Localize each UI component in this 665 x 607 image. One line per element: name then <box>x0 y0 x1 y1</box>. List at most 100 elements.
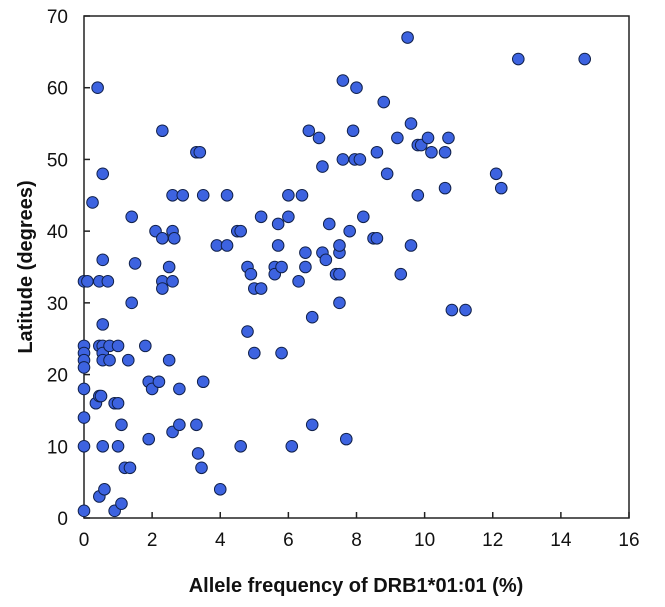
data-point <box>494 181 508 195</box>
data-point <box>336 153 350 166</box>
data-point <box>350 81 363 95</box>
data-point <box>176 188 190 202</box>
data-point <box>166 275 179 288</box>
data-point <box>339 432 353 446</box>
y-tick-label: 0 <box>57 509 68 530</box>
y-tick-label: 60 <box>47 79 68 100</box>
data-point <box>162 260 176 274</box>
data-point <box>299 260 312 274</box>
data-point <box>111 396 125 410</box>
data-point <box>445 303 459 317</box>
data-point <box>162 353 176 367</box>
data-point <box>425 145 438 159</box>
x-tick-label: 6 <box>283 530 294 551</box>
data-point <box>142 432 156 446</box>
data-point <box>86 196 99 209</box>
y-tick-label: 70 <box>47 7 68 28</box>
x-tick-label: 16 <box>618 530 639 551</box>
data-point <box>196 375 210 389</box>
data-point <box>248 346 261 360</box>
x-tick-label: 4 <box>215 530 226 551</box>
data-point <box>195 461 208 475</box>
data-point <box>271 217 285 231</box>
data-point <box>91 81 104 95</box>
data-point <box>77 504 91 518</box>
data-point <box>357 210 370 224</box>
y-tick-label: 10 <box>47 437 68 458</box>
data-point <box>139 339 152 353</box>
data-point <box>336 74 350 87</box>
data-point <box>394 267 408 281</box>
data-point <box>115 497 128 510</box>
data-point <box>77 361 91 374</box>
data-point <box>421 131 435 145</box>
data-point <box>111 439 125 453</box>
data-point <box>271 239 285 252</box>
data-point <box>191 447 205 460</box>
data-point <box>121 353 135 367</box>
data-point <box>196 188 210 202</box>
data-point <box>152 375 166 389</box>
data-point <box>254 210 268 224</box>
data-point <box>305 418 319 432</box>
data-point <box>96 439 110 453</box>
x-tick-label: 12 <box>482 530 503 551</box>
data-point <box>380 167 394 181</box>
data-point <box>282 188 295 202</box>
data-point <box>295 188 309 202</box>
data-point <box>319 253 333 267</box>
data-point <box>94 389 108 403</box>
data-point <box>404 117 418 130</box>
data-point <box>81 275 94 288</box>
x-tick-label: 14 <box>550 530 572 551</box>
data-point <box>234 439 247 453</box>
y-tick-label: 20 <box>47 366 68 387</box>
y-tick-label: 50 <box>47 150 68 171</box>
data-point <box>101 275 115 288</box>
data-point <box>438 181 452 195</box>
data-point <box>401 31 414 44</box>
data-point <box>346 124 360 138</box>
x-tick-label: 2 <box>147 530 158 551</box>
data-point <box>128 257 142 270</box>
data-point <box>282 210 295 224</box>
data-point <box>156 282 169 295</box>
data-point <box>234 224 247 238</box>
data-point <box>167 232 181 245</box>
data-point <box>111 339 125 353</box>
data-point <box>254 282 268 295</box>
data-point <box>377 95 391 109</box>
data-point <box>213 483 227 496</box>
data-point <box>333 239 346 252</box>
data-point <box>312 131 326 145</box>
data-point <box>190 418 203 432</box>
data-point <box>322 217 336 231</box>
data-point <box>77 411 91 424</box>
data-points <box>77 31 592 518</box>
data-point <box>125 296 138 310</box>
data-point <box>98 483 111 496</box>
data-point <box>156 232 169 245</box>
data-point <box>299 246 312 259</box>
data-point <box>220 188 234 202</box>
data-point <box>115 418 128 432</box>
data-point <box>123 461 137 475</box>
data-point <box>241 325 254 338</box>
data-point <box>459 303 472 317</box>
data-point <box>275 346 288 360</box>
data-point <box>292 275 305 288</box>
data-point <box>275 260 288 274</box>
data-point <box>333 267 346 281</box>
data-point <box>77 439 91 453</box>
data-point <box>96 318 110 331</box>
x-tick-label: 8 <box>351 530 362 551</box>
x-axis-ticks: 0 2 4 6 8 10 12 14 16 <box>79 512 640 551</box>
data-point <box>156 124 169 138</box>
data-point <box>411 188 425 202</box>
data-point <box>511 52 525 66</box>
data-point <box>125 210 138 224</box>
data-point <box>316 160 329 173</box>
data-point <box>173 418 186 432</box>
data-point <box>442 131 455 145</box>
